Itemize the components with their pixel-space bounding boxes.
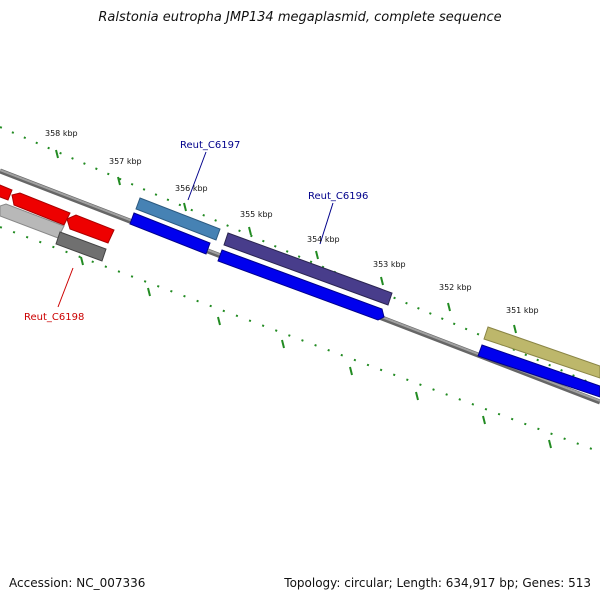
feature-khaki — [483, 326, 600, 379]
gene-label-reut-c6197[interactable]: Reut_C6197 — [180, 140, 240, 151]
gene-leader-line-2 — [319, 202, 334, 245]
gene-leader-line-1 — [187, 151, 207, 201]
tick-mark — [380, 276, 384, 286]
middle-features — [129, 197, 393, 321]
outer-tick-ring — [0, 126, 600, 388]
right-features — [477, 326, 600, 398]
outer-minor-ticks — [0, 126, 600, 388]
gene-leader-line-3 — [57, 267, 74, 308]
tick-mark — [447, 302, 451, 312]
tick-mark — [248, 226, 252, 236]
cds-blue-3 — [477, 344, 600, 398]
tick-label: 352 kbp — [439, 283, 472, 292]
accession-text: Accession: NC_007336 — [9, 576, 146, 590]
tick-label: 356 kbp — [175, 184, 208, 193]
cds-red-3 — [66, 214, 115, 244]
gene-label-reut-c6198[interactable]: Reut_C6198 — [24, 312, 84, 323]
feature-steelblue — [135, 197, 221, 241]
feature-slateblue — [223, 232, 393, 306]
tick-mark — [55, 149, 59, 159]
tick-mark — [183, 202, 187, 212]
tick-label: 355 kbp — [240, 210, 273, 219]
gene-label-reut-c6196[interactable]: Reut_C6196 — [308, 191, 368, 202]
tick-mark — [513, 324, 517, 334]
left-features — [0, 184, 115, 262]
summary-text: Topology: circular; Length: 634,917 bp; … — [284, 576, 591, 590]
tick-label: 353 kbp — [373, 260, 406, 269]
tick-label: 351 kbp — [506, 306, 539, 315]
cds-blue-2 — [217, 249, 385, 321]
tick-label: 354 kbp — [307, 235, 340, 244]
cds-red-1 — [0, 184, 13, 201]
tick-mark — [315, 250, 319, 260]
tick-mark — [117, 176, 121, 186]
map-title: Ralstonia eutropha JMP134 megaplasmid, c… — [98, 10, 502, 25]
cds-blue-1 — [129, 212, 211, 255]
feature-gray-2 — [55, 231, 107, 262]
tick-label: 357 kbp — [109, 157, 142, 166]
tick-label: 358 kbp — [45, 129, 78, 138]
inner-tick-ring — [0, 226, 600, 453]
